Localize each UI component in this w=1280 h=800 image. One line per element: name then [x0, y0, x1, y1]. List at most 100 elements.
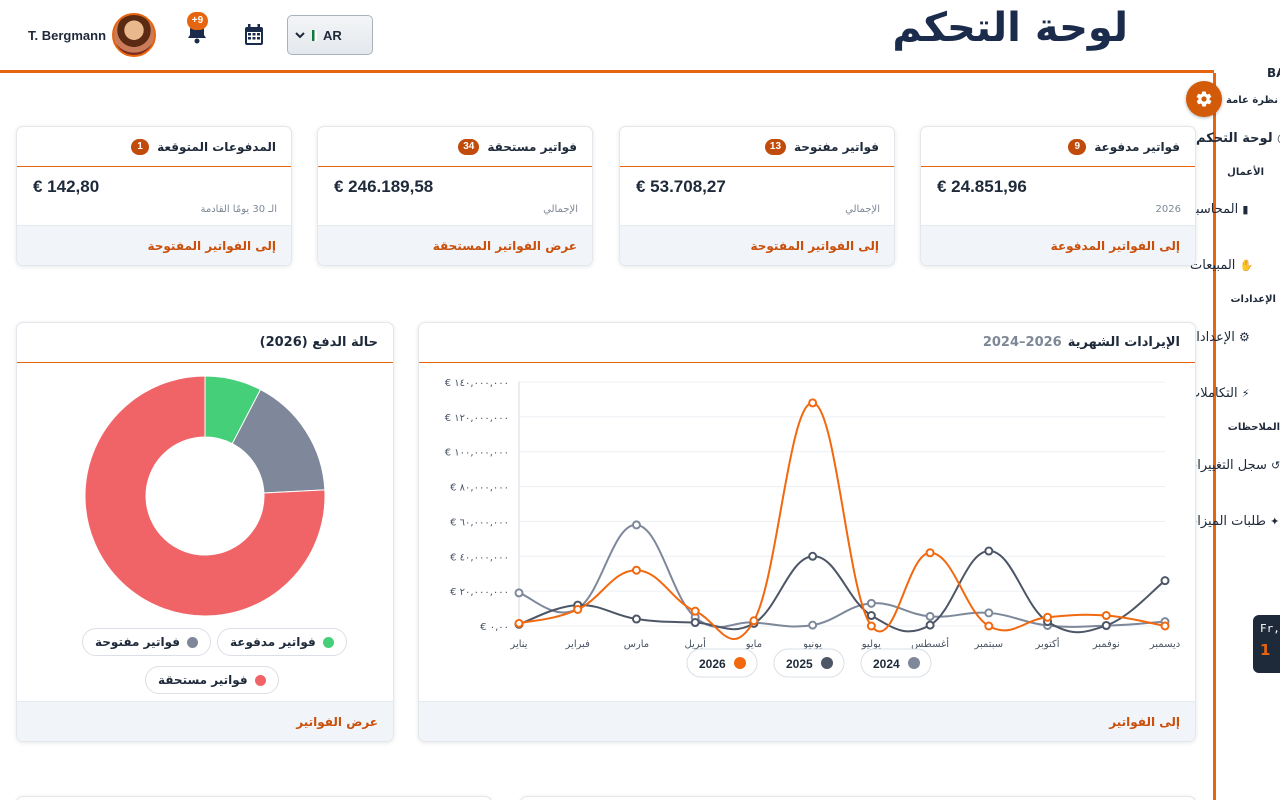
- sidebar-item-label: التكاملات: [1188, 386, 1238, 401]
- kpi-amount: € 53.708,27: [636, 177, 726, 196]
- clock-day: Fr,: [1260, 622, 1280, 635]
- lightbulb-icon: ✦: [1270, 515, 1280, 528]
- kpi-card-footer: إلى الفواتير المفتوحة: [17, 225, 291, 265]
- user-menu[interactable]: T. Bergmann: [28, 13, 157, 57]
- payment-status-panel: حالة الدفع (2026) فواتير مدفوعة فواتير م…: [16, 322, 394, 742]
- bottom-card-right: [520, 796, 1196, 800]
- x-tick-label: مايو: [745, 639, 762, 650]
- data-point-2025: [808, 551, 818, 561]
- y-tick-label: € ٨٠,٠٠٠,٠٠٠: [450, 483, 509, 494]
- x-tick-label: ديسمبر: [1149, 639, 1180, 650]
- sidebar-item-integrations[interactable]: ⚡ التكاملات: [1188, 386, 1249, 401]
- data-point-2025: [925, 620, 935, 630]
- data-point-2025: [1160, 576, 1170, 586]
- sidebar-item-label: المبيعات: [1190, 258, 1236, 273]
- data-point-2025: [984, 546, 994, 556]
- x-tick-label: أكتوبر: [1035, 637, 1060, 650]
- bottom-card-left: [16, 796, 492, 800]
- data-point-2026: [1101, 611, 1111, 621]
- legend-dot: [254, 674, 266, 686]
- settings-fab-button[interactable]: [1186, 81, 1222, 117]
- kpi-title: المدفوعات المتوقعة: [157, 139, 276, 154]
- count-badge: 34: [458, 138, 480, 155]
- kpi-title: فواتير مدفوعة: [1094, 139, 1180, 154]
- gear-icon: [1196, 91, 1212, 107]
- sidebar-item-label: لوحة التحكم: [1196, 131, 1273, 146]
- y-tick-label: € ٢٠,٠٠٠,٠٠٠: [450, 587, 509, 598]
- kpi-card-overdue: فواتير مستحقة 34 € 246.189,58 الإجمالي ع…: [317, 126, 593, 266]
- x-tick-label: يناير: [509, 639, 527, 650]
- payment-status-footer: عرض الفواتير: [17, 701, 393, 741]
- payment-status-header: حالة الدفع (2026): [17, 323, 393, 363]
- series-line-2026: [518, 401, 1166, 640]
- data-point-2024: [984, 608, 994, 618]
- sidebar-section-business: الأعمال: [1227, 167, 1264, 178]
- kpi-note: 2026: [1155, 204, 1181, 215]
- sidebar-item-changelog[interactable]: ↺ سجل التغييرات: [1185, 458, 1280, 473]
- kpi-title: فواتير مفتوحة: [794, 139, 879, 154]
- panel-subtitle: 2024–2026: [982, 335, 1062, 350]
- series-line-2024: [518, 523, 1166, 628]
- legend-pill: [773, 648, 845, 678]
- clock-number: 1: [1260, 641, 1271, 659]
- legend-label: 2025: [786, 657, 813, 671]
- data-point-2026: [866, 621, 876, 631]
- flag-icon: [312, 29, 317, 41]
- link-overdue-invoices[interactable]: عرض الفواتير المستحقة: [432, 238, 577, 253]
- revenue-panel-footer: إلى الفواتير: [419, 701, 1195, 741]
- sidebar-item-label: الإعدادات: [1184, 330, 1235, 345]
- legend-paid[interactable]: فواتير مدفوعة: [217, 628, 347, 656]
- sidebar-item-feature-requests[interactable]: ✦ طلبات الميزات: [1185, 514, 1279, 529]
- sidebar-item-settings[interactable]: ⚙ الإعدادات: [1184, 330, 1250, 345]
- legend-label: 2026: [699, 657, 726, 671]
- legend-overdue[interactable]: فواتير مستحقة: [145, 666, 279, 694]
- legend-label: فواتير مفتوحة: [95, 635, 180, 649]
- revenue-line-chart: € ٠,٠٠ € ٢٠,٠٠٠,٠٠٠ € ٤٠,٠٠٠,٠٠٠ € ٦٠,٠٠٠,٠…: [445, 378, 1180, 678]
- kpi-card-header: فواتير مدفوعة 9: [921, 127, 1195, 167]
- data-point-2026: [749, 616, 759, 626]
- kpi-card-footer: إلى الفواتير المدفوعة: [921, 225, 1195, 265]
- kpi-card-footer: إلى الفواتير المفتوحة: [620, 225, 894, 265]
- legend-label: فواتير مدفوعة: [230, 635, 316, 649]
- panel-title: الإيرادات الشهرية: [1067, 335, 1180, 350]
- data-point-2024: [808, 620, 818, 630]
- notification-badge: +9: [187, 12, 208, 30]
- kpi-note: الإجمالي: [845, 204, 880, 215]
- kpi-amount: € 142,80: [33, 177, 100, 196]
- avatar[interactable]: [112, 13, 157, 57]
- calendar-icon[interactable]: [244, 24, 264, 46]
- link-paid-invoices[interactable]: إلى الفواتير المدفوعة: [1050, 238, 1180, 253]
- link-view-invoices[interactable]: عرض الفواتير: [296, 714, 378, 729]
- data-point-2026: [1043, 612, 1053, 622]
- x-tick-label: سبتمبر: [973, 639, 1003, 650]
- book-icon: ▮: [1242, 203, 1249, 216]
- link-open-invoices[interactable]: إلى الفواتير المفتوحة: [750, 238, 879, 253]
- x-tick-label: يوليو: [861, 639, 881, 650]
- top-header: T. Bergmann +9 AR لوحة التحكم: [0, 0, 1214, 73]
- sidebar-item-sales[interactable]: ✋ المبيعات: [1190, 258, 1253, 273]
- user-name: T. Bergmann: [28, 27, 107, 43]
- data-point-2026: [808, 398, 818, 408]
- sidebar: [1213, 73, 1280, 800]
- data-point-2026: [514, 618, 524, 628]
- kpi-amount: € 246.189,58: [334, 177, 434, 196]
- y-tick-label: € ١٤٠,٠٠٠,٠٠٠: [445, 378, 509, 389]
- kpi-card-header: فواتير مفتوحة 13: [620, 127, 894, 167]
- data-point-2025: [1101, 620, 1111, 630]
- sidebar-item-accounting[interactable]: ▮ المحاسبة: [1189, 202, 1248, 217]
- link-invoices[interactable]: إلى الفواتير: [1109, 714, 1180, 729]
- y-tick-label: € ٤٠,٠٠٠,٠٠٠: [450, 552, 509, 563]
- legend-pill: [860, 648, 932, 678]
- legend-dot: [908, 657, 920, 669]
- x-tick-label: يونيو: [802, 639, 822, 650]
- language-select[interactable]: AR: [287, 15, 373, 55]
- data-point-2026: [1160, 621, 1170, 631]
- clock-widget: Fr, 1: [1253, 615, 1280, 673]
- y-tick-label: € ١٠٠,٠٠٠,٠٠٠: [445, 448, 509, 459]
- data-point-2026: [984, 621, 994, 631]
- link-expected-invoices[interactable]: إلى الفواتير المفتوحة: [147, 238, 276, 253]
- plug-icon: ⚡: [1241, 387, 1250, 400]
- legend-open[interactable]: فواتير مفتوحة: [82, 628, 211, 656]
- sidebar-item-dashboard[interactable]: ◔ لوحة التحكم: [1196, 131, 1280, 146]
